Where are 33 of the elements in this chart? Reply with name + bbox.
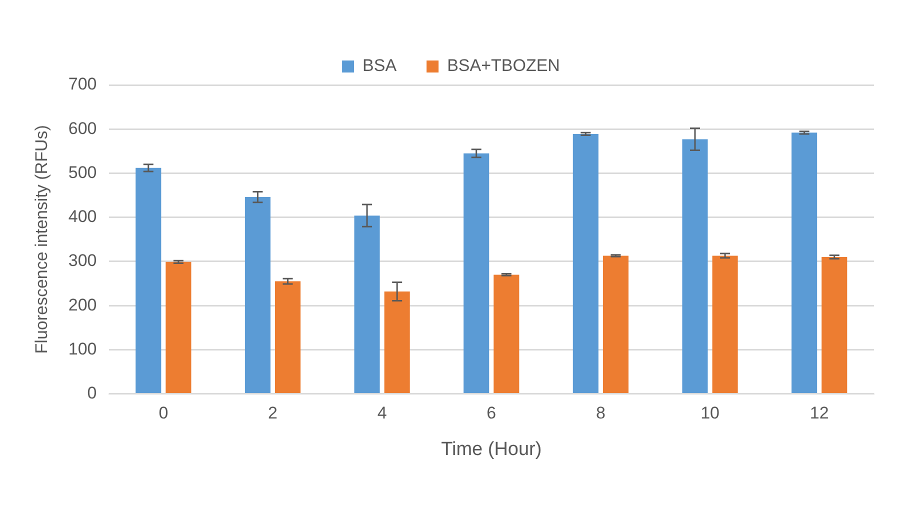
bar	[275, 281, 301, 394]
y-tick-label: 600	[68, 118, 97, 138]
bar	[464, 153, 490, 394]
bar	[384, 291, 410, 394]
bar	[244, 197, 270, 394]
y-tick-label: 400	[68, 207, 97, 226]
x-tick-label: 8	[596, 404, 606, 423]
y-tick-label: 700	[68, 74, 97, 94]
x-tick-label: 0	[158, 404, 168, 423]
bar	[136, 168, 162, 394]
bar	[166, 262, 192, 394]
bar	[682, 139, 708, 394]
y-tick-label: 500	[68, 162, 97, 182]
x-axis-title: Time (Hour)	[441, 438, 542, 460]
y-axis-title: Fluorescence intensity (RFUs)	[32, 125, 51, 354]
legend-label: BSA	[362, 56, 398, 76]
x-tick-label: 4	[377, 404, 387, 423]
bar	[712, 256, 738, 394]
bar	[354, 216, 380, 394]
x-tick-label: 6	[486, 404, 496, 423]
y-tick-label: 100	[68, 339, 97, 358]
y-tick-label: 0	[87, 383, 97, 402]
x-tick-label: 10	[700, 404, 720, 423]
x-tick-label: 2	[268, 404, 278, 423]
bar	[822, 257, 848, 394]
bar	[494, 274, 520, 394]
x-tick-label: 12	[810, 404, 829, 423]
bar	[792, 132, 818, 394]
y-tick-label: 200	[68, 295, 97, 314]
legend-label: BSA+TBOZEN	[447, 56, 560, 76]
bar	[602, 256, 629, 394]
y-tick-label: 300	[68, 251, 97, 270]
bar	[572, 134, 598, 394]
